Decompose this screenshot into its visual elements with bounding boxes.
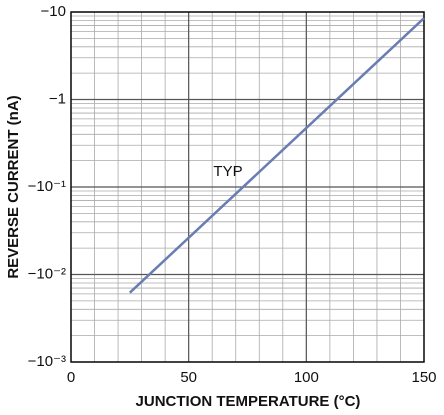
y-tick-label: −10⁻³	[28, 353, 66, 370]
x-axis-title: JUNCTION TEMPERATURE (°C)	[136, 393, 361, 410]
y-tick-label: −1	[49, 90, 66, 107]
data-line	[128, 17, 425, 294]
y-tick-label: −10	[41, 3, 66, 20]
x-tick-label: 100	[294, 369, 319, 386]
x-tick-label: 150	[411, 369, 436, 386]
x-tick-label: 50	[180, 369, 197, 386]
x-tick-label: 0	[67, 369, 75, 386]
annotation: TYP	[213, 163, 242, 180]
y-tick-label: −10⁻²	[28, 265, 66, 282]
y-axis-title: REVERSE CURRENT (nA)	[5, 95, 22, 278]
plot-frame	[70, 11, 425, 363]
y-tick-label: −10⁻¹	[28, 178, 66, 195]
